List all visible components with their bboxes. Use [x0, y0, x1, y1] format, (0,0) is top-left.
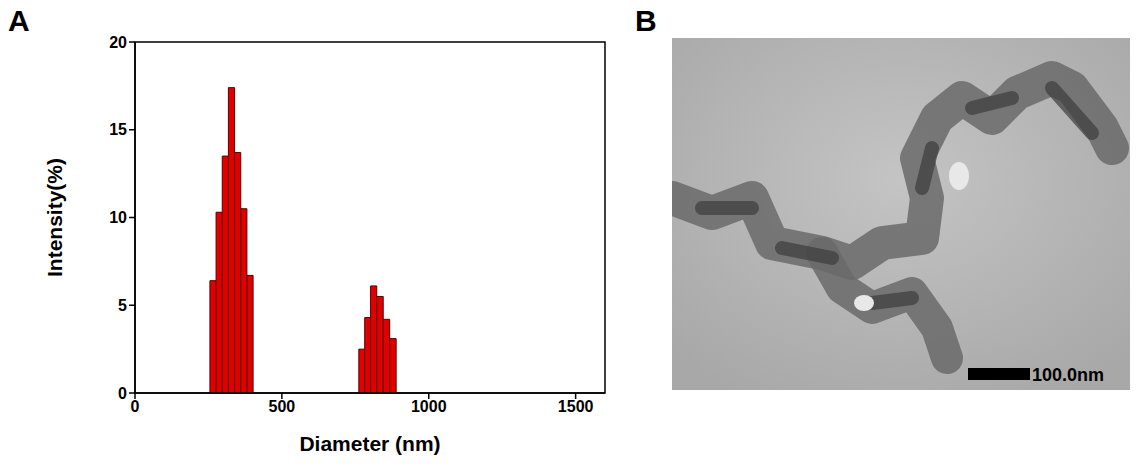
svg-text:0: 0 — [118, 385, 127, 402]
svg-text:20: 20 — [109, 34, 127, 51]
svg-text:Intensity(%): Intensity(%) — [43, 158, 66, 277]
svg-text:Diameter (nm): Diameter (nm) — [299, 432, 440, 455]
html-text:B: B — [635, 4, 657, 37]
html-text:A: A — [8, 4, 30, 37]
svg-text:10: 10 — [109, 209, 127, 226]
svg-text:500: 500 — [269, 398, 296, 415]
svg-text:100.0nm: 100.0nm — [1032, 365, 1104, 385]
svg-text:5: 5 — [118, 297, 127, 314]
svg-text:1000: 1000 — [411, 398, 447, 415]
svg-text:0: 0 — [131, 398, 140, 415]
svg-text:1500: 1500 — [558, 398, 594, 415]
svg-text:15: 15 — [109, 121, 127, 138]
